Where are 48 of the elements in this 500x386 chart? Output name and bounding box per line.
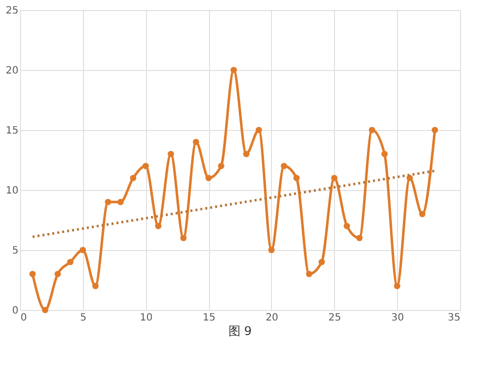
point [117, 198, 124, 206]
point [318, 258, 325, 266]
point [344, 222, 350, 230]
point [130, 174, 136, 182]
x-tick-label: 30 [391, 312, 404, 324]
point [293, 174, 300, 182]
point [155, 222, 162, 230]
point [54, 270, 61, 278]
point [280, 162, 288, 170]
point [394, 282, 400, 290]
x-tick-label: 25 [328, 312, 342, 324]
y-tick-label: 5 [12, 246, 18, 256]
point [168, 150, 174, 158]
point [256, 126, 262, 134]
point [42, 306, 48, 314]
y-tick-label: 15 [6, 126, 18, 136]
point [92, 282, 99, 290]
point [368, 126, 376, 134]
point [180, 234, 187, 242]
x-tick-label: 15 [202, 312, 216, 324]
point [192, 138, 200, 146]
point [268, 246, 275, 254]
x-tick-label: 10 [140, 312, 153, 324]
point [29, 270, 36, 278]
y-tick-label: 20 [6, 66, 18, 76]
x-tick-label: 35 [448, 312, 460, 324]
point [230, 66, 237, 74]
x-tick-label: 0 [20, 312, 27, 324]
y-tick-label: 10 [6, 186, 18, 196]
point [104, 198, 112, 206]
x-tick-label: 20 [266, 312, 278, 324]
caption: 图 9 [228, 324, 252, 338]
point [243, 150, 250, 158]
point [80, 246, 86, 254]
y-tick-label: 25 [6, 6, 18, 16]
point [218, 162, 224, 170]
y-tick-label: 0 [12, 306, 18, 316]
point [67, 258, 74, 266]
x-tick-label: 5 [80, 312, 87, 324]
point [306, 270, 312, 278]
point [381, 150, 388, 158]
point [356, 234, 363, 242]
point [142, 162, 149, 170]
point [419, 210, 426, 218]
point [406, 174, 413, 182]
point [205, 174, 212, 182]
point [432, 126, 438, 134]
point [331, 174, 338, 182]
